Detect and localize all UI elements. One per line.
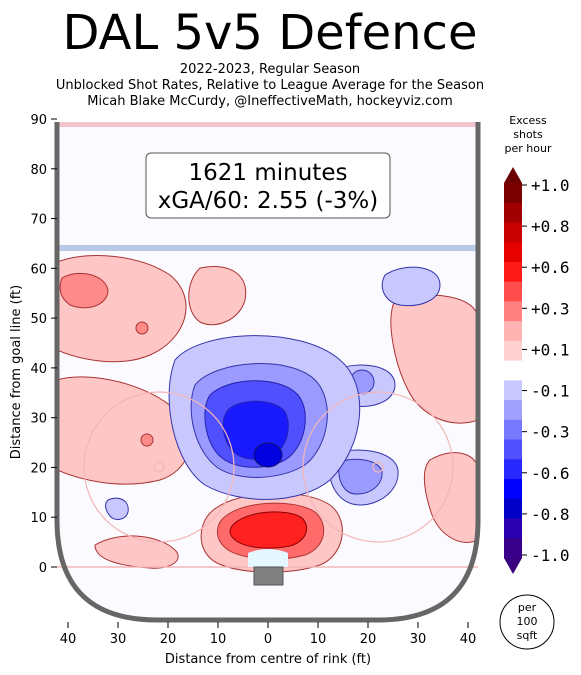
x-tick-label: 20 xyxy=(160,632,177,647)
colorbar-tick-label: -0.8 xyxy=(531,505,570,524)
colorbar-extend-bottom xyxy=(504,558,522,574)
colorbar-tick-label: -0.6 xyxy=(531,464,570,483)
y-tick-label: 40 xyxy=(30,362,47,377)
unit-line-3: sqft xyxy=(517,629,538,642)
faceoff-circle-right xyxy=(302,391,454,543)
faceoff-dot-right xyxy=(372,461,384,473)
red-region-bottom-left xyxy=(94,535,179,569)
subtitle-author: Micah Blake McCurdy, @IneffectiveMath, h… xyxy=(87,94,453,109)
colorbar-segment xyxy=(504,301,522,322)
goal-net xyxy=(253,566,284,586)
red-region-crease-core xyxy=(229,511,308,549)
centre-red-line xyxy=(57,122,478,127)
x-tick-label: 20 xyxy=(360,632,377,647)
blue-region-left-low xyxy=(105,497,129,520)
colorbar-tick-label: +0.8 xyxy=(531,217,570,236)
rink-boards xyxy=(54,122,481,623)
x-tick-label: 40 xyxy=(460,632,477,647)
colorbar-segment xyxy=(504,400,522,421)
colorbar: Excess shots per hour +1.0 +0.8 +0.6 +0.3 +0… xyxy=(499,114,570,650)
colorbar-segment xyxy=(504,439,522,460)
blue-region-right-low-core xyxy=(338,458,383,495)
colorbar-title-3: per hour xyxy=(505,142,552,155)
x-tick-label: 30 xyxy=(410,632,427,647)
y-tick-label: 80 xyxy=(30,163,47,178)
red-spot-small xyxy=(135,321,149,335)
x-tick-label: 0 xyxy=(264,632,272,647)
colorbar-segment xyxy=(504,538,522,559)
colorbar-segment xyxy=(504,281,522,303)
y-tick-label: 10 xyxy=(30,511,47,526)
y-tick-label: 90 xyxy=(30,113,47,128)
heatmap-layer xyxy=(57,255,478,573)
colorbar-segment xyxy=(504,479,522,500)
colorbar-segment xyxy=(504,242,522,263)
red-region-right xyxy=(390,294,478,424)
annotation-box: 1621 minutes xGA/60: 2.55 (-3%) xyxy=(145,152,391,219)
colorbar-segment xyxy=(504,202,522,224)
colorbar-segment xyxy=(504,321,522,342)
colorbar-extend-top xyxy=(504,167,522,183)
colorbar-tick-label: +0.3 xyxy=(531,299,570,318)
rink-markings xyxy=(54,122,481,623)
x-tick-label: 40 xyxy=(60,632,77,647)
red-region-upper-middle xyxy=(188,266,247,326)
red-region-right-low xyxy=(423,452,478,543)
y-tick-label: 20 xyxy=(30,461,47,476)
colorbar-tick-label: +0.6 xyxy=(531,258,570,277)
colorbar-segment xyxy=(504,380,522,401)
colorbar-segment xyxy=(504,261,522,283)
x-tick-label: 30 xyxy=(110,632,127,647)
faceoff-dot-left xyxy=(153,461,165,473)
unit-line-1: per xyxy=(518,601,537,614)
annotation-minutes: 1621 minutes xyxy=(189,160,348,186)
colorbar-title-1: Excess xyxy=(509,114,547,127)
colorbar-segment xyxy=(504,340,522,362)
x-tick-label: 10 xyxy=(310,632,327,647)
red-spot-left xyxy=(140,433,154,447)
colorbar-tick-label: -0.1 xyxy=(531,382,570,401)
blue-region-slot-core xyxy=(253,442,283,468)
faceoff-circle-left xyxy=(83,391,235,543)
y-tick-label: 30 xyxy=(30,412,47,427)
colorbar-segment xyxy=(504,518,522,539)
blue-region-upper-right xyxy=(381,266,441,307)
chart-title: DAL 5v5 Defence xyxy=(62,5,478,61)
colorbar-segment xyxy=(504,183,522,204)
y-tick-label: 0 xyxy=(39,561,47,576)
goal-crease xyxy=(248,549,288,567)
colorbar-tick-label: +0.1 xyxy=(531,340,570,359)
y-axis: 0 10 20 30 40 50 60 70 80 90 Distance from goal l… xyxy=(9,113,57,576)
y-tick-label: 70 xyxy=(30,213,47,228)
unit-circle xyxy=(499,594,555,650)
y-tick-label: 60 xyxy=(30,262,47,277)
unit-line-2: 100 xyxy=(517,615,538,628)
subtitle-description: Unblocked Shot Rates, Relative to League… xyxy=(55,78,485,93)
blue-line xyxy=(57,245,478,251)
colorbar-segment xyxy=(504,222,522,243)
annotation-xga: xGA/60: 2.55 (-3%) xyxy=(158,188,379,214)
x-axis-label: Distance from centre of rink (ft) xyxy=(165,652,371,667)
red-region-upper-left-core xyxy=(59,272,109,309)
subtitle-season: 2022-2023, Regular Season xyxy=(179,62,361,77)
colorbar-segment xyxy=(504,419,522,441)
colorbar-tick-label: -0.3 xyxy=(531,423,570,442)
y-axis-label: Distance from goal line (ft) xyxy=(9,285,24,459)
colorbar-title-2: shots xyxy=(513,128,543,141)
x-tick-label: 10 xyxy=(210,632,227,647)
colorbar-tick-label: +1.0 xyxy=(531,176,570,195)
y-tick-label: 50 xyxy=(30,312,47,327)
colorbar-segment xyxy=(504,459,522,480)
colorbar-segment xyxy=(504,360,522,381)
colorbar-tick-label: -1.0 xyxy=(531,546,570,565)
x-axis: 40 30 20 10 0 10 20 30 40 Distance from centre o… xyxy=(60,622,477,667)
colorbar-segment xyxy=(504,498,522,520)
